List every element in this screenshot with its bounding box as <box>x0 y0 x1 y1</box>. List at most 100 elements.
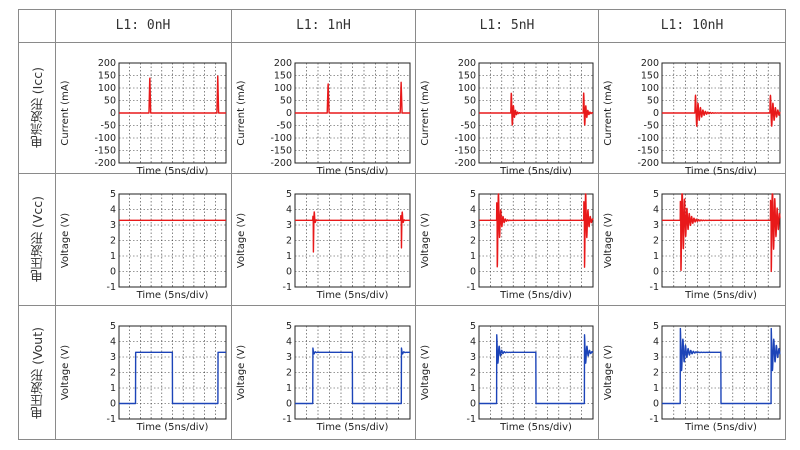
series-line <box>661 94 781 127</box>
chart-svg: 5 4 3 2 1 0 -1 Voltage (V) Time (5ns/div) <box>60 321 227 433</box>
x-axis-label: Time (5ns/div) <box>684 166 757 177</box>
y-tick-label: 1 <box>110 383 116 394</box>
y-tick-label: -100 <box>454 133 476 144</box>
series-line <box>478 92 594 126</box>
y-tick-label: 3 <box>286 352 292 363</box>
y-tick-label: 3 <box>110 352 116 363</box>
y-tick-label: 1 <box>110 251 116 262</box>
y-axis-label: Voltage (V) <box>60 213 71 268</box>
y-tick-label: 0 <box>470 267 476 278</box>
column-header-0nh: L1: 0nH <box>115 18 171 33</box>
column-divider <box>55 10 56 439</box>
y-tick-label: -100 <box>94 133 116 144</box>
y-tick-label: 1 <box>286 251 292 262</box>
y-tick-label: 4 <box>470 337 476 348</box>
y-tick-label: 0 <box>110 108 116 119</box>
series-line <box>294 347 411 405</box>
y-tick-label: 150 <box>641 71 659 82</box>
y-tick-label: 200 <box>641 58 659 69</box>
y-tick-label: 100 <box>98 83 116 94</box>
x-axis-label: Time (5ns/div) <box>684 290 757 301</box>
y-tick-label: -50 <box>460 121 476 132</box>
chart-panel: 5 4 3 2 1 0 -1 Voltage (V) Time (5ns/div) <box>56 174 231 305</box>
y-tick-label: 1 <box>470 383 476 394</box>
y-axis-label: Voltage (V) <box>236 345 247 400</box>
row-divider <box>19 42 785 43</box>
y-tick-label: 200 <box>274 58 292 69</box>
y-axis-label: Voltage (V) <box>603 213 614 268</box>
series-line <box>478 334 594 405</box>
y-tick-label: 3 <box>470 352 476 363</box>
y-axis-label: Current (mA) <box>236 80 247 145</box>
chart-svg: 5 4 3 2 1 0 -1 Voltage (V) Time (5ns/div) <box>236 189 411 301</box>
y-tick-label: 1 <box>286 383 292 394</box>
y-tick-label: -1 <box>467 414 476 425</box>
chart-svg: 5 4 3 2 1 0 -1 Voltage (V) Time (5ns/div) <box>603 321 781 433</box>
row-divider <box>19 173 785 174</box>
y-tick-label: 1 <box>653 383 659 394</box>
waveform-table: L1: 0nH L1: 1nH L1: 5nH L1: 10nH 电流波形 (I… <box>18 9 786 440</box>
y-tick-label: -1 <box>467 282 476 293</box>
y-tick-label: 0 <box>110 267 116 278</box>
y-tick-label: 2 <box>653 368 659 379</box>
y-tick-label: 50 <box>280 96 292 107</box>
x-axis-label: Time (5ns/div) <box>136 290 209 301</box>
y-tick-label: -50 <box>643 121 659 132</box>
y-tick-label: 50 <box>464 96 476 107</box>
x-axis-label: Time (5ns/div) <box>316 422 389 433</box>
y-tick-label: 0 <box>286 267 292 278</box>
x-axis-label: Time (5ns/div) <box>684 422 757 433</box>
column-header-1nh: L1: 1nH <box>296 18 351 33</box>
y-tick-label: -1 <box>283 282 292 293</box>
y-tick-label: 2 <box>286 368 292 379</box>
y-tick-label: -1 <box>283 414 292 425</box>
column-header-5nh: L1: 5nH <box>479 18 535 33</box>
y-tick-label: 0 <box>286 108 292 119</box>
y-axis-label: Current (mA) <box>60 80 71 145</box>
y-tick-label: 5 <box>470 321 476 332</box>
y-tick-label: 100 <box>274 83 292 94</box>
y-tick-label: 50 <box>647 96 659 107</box>
chart-panel: 200 150 100 50 0 -50 -100 -150 -200 Current (mA) T… <box>56 43 231 177</box>
row-label-vout: 电压波形 (Vout) <box>29 326 45 419</box>
row-label-vcc: 电压波形 (Vcc) <box>29 196 45 283</box>
series-line <box>118 75 227 114</box>
y-tick-label: 4 <box>110 205 116 216</box>
chart-panel: 5 4 3 2 1 0 -1 Voltage (V) Time (5ns/div) <box>599 174 785 305</box>
y-tick-label: 0 <box>470 399 476 410</box>
y-tick-label: 2 <box>470 236 476 247</box>
y-tick-label: 4 <box>110 337 116 348</box>
chart-panel: 5 4 3 2 1 0 -1 Voltage (V) Time (5ns/div) <box>416 306 598 439</box>
y-tick-label: 50 <box>104 96 116 107</box>
y-tick-label: 2 <box>110 236 116 247</box>
y-tick-label: -1 <box>650 282 659 293</box>
y-tick-label: 2 <box>653 236 659 247</box>
y-axis-label: Voltage (V) <box>60 345 71 400</box>
series-line <box>661 327 781 405</box>
chart-svg: 5 4 3 2 1 0 -1 Voltage (V) Time (5ns/div) <box>420 189 594 301</box>
y-tick-label: 3 <box>110 220 116 231</box>
x-axis-label: Time (5ns/div) <box>316 290 389 301</box>
chart-panel: 5 4 3 2 1 0 -1 Voltage (V) Time (5ns/div) <box>416 174 598 305</box>
x-axis-label: Time (5ns/div) <box>136 166 209 177</box>
y-tick-label: 2 <box>286 236 292 247</box>
y-tick-label: -1 <box>107 414 116 425</box>
y-axis-label: Current (mA) <box>603 80 614 145</box>
y-tick-label: 5 <box>286 321 292 332</box>
y-tick-label: -150 <box>637 146 659 157</box>
column-divider <box>231 10 232 439</box>
y-tick-label: -150 <box>454 146 476 157</box>
y-tick-label: 4 <box>653 205 659 216</box>
y-axis-label: Voltage (V) <box>420 345 431 400</box>
series-line <box>294 211 411 253</box>
chart-panel: 200 150 100 50 0 -50 -100 -150 -200 Current (mA) T… <box>599 43 785 177</box>
chart-svg: 5 4 3 2 1 0 -1 Voltage (V) Time (5ns/div) <box>60 189 227 301</box>
y-tick-label: 0 <box>470 108 476 119</box>
y-tick-label: -150 <box>94 146 116 157</box>
y-tick-label: 3 <box>470 220 476 231</box>
y-axis-label: Voltage (V) <box>420 213 431 268</box>
